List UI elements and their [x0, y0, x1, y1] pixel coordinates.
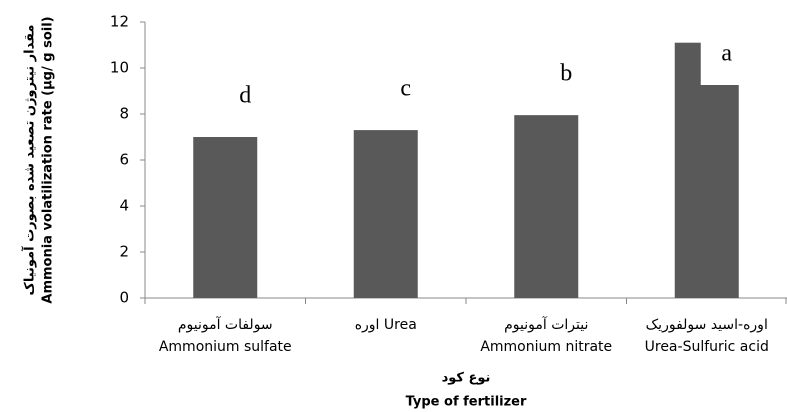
annotation: b	[560, 61, 572, 87]
annotation: d	[239, 83, 251, 109]
y-tick-label: 2	[119, 243, 129, 261]
x-tick-label: Ammonium nitrate	[480, 339, 612, 355]
y-axis-label: Ammonia volatilization rate (μg/ g soil)	[41, 16, 56, 303]
bar	[353, 130, 418, 298]
annotation-background	[379, 75, 422, 121]
annotation-background	[540, 60, 583, 106]
annotation: c	[400, 76, 411, 102]
x-tick-label: سولفات آمونیوم	[178, 316, 273, 333]
bar	[193, 137, 258, 298]
x-tick-label: نیترات آمونیوم	[504, 316, 588, 333]
x-axis-label: Type of fertilizer	[406, 395, 527, 410]
x-tick-label: اوره Urea	[355, 317, 417, 333]
annotation-background	[219, 82, 262, 127]
annotation-background	[700, 40, 743, 85]
y-tick-label: 10	[110, 59, 129, 77]
x-axis-label: نوع کود	[442, 371, 491, 386]
annotation: a	[721, 41, 732, 67]
x-tick-label: اوره-اسید سولفوریک	[646, 317, 768, 333]
y-axis-label: مقدار نیتروژن تصعید شده بصورت آمونیاک	[21, 25, 38, 296]
x-tick-label: Urea-Sulfuric acid	[645, 339, 769, 355]
x-tick-label: Ammonium sulfate	[159, 339, 292, 355]
bar	[674, 42, 739, 299]
y-tick-label: 0	[119, 289, 129, 307]
y-tick-label: 12	[110, 13, 129, 31]
y-tick-label: 6	[119, 151, 129, 169]
bar	[514, 115, 579, 299]
y-tick-label: 8	[119, 105, 129, 123]
y-tick-label: 4	[119, 197, 129, 215]
